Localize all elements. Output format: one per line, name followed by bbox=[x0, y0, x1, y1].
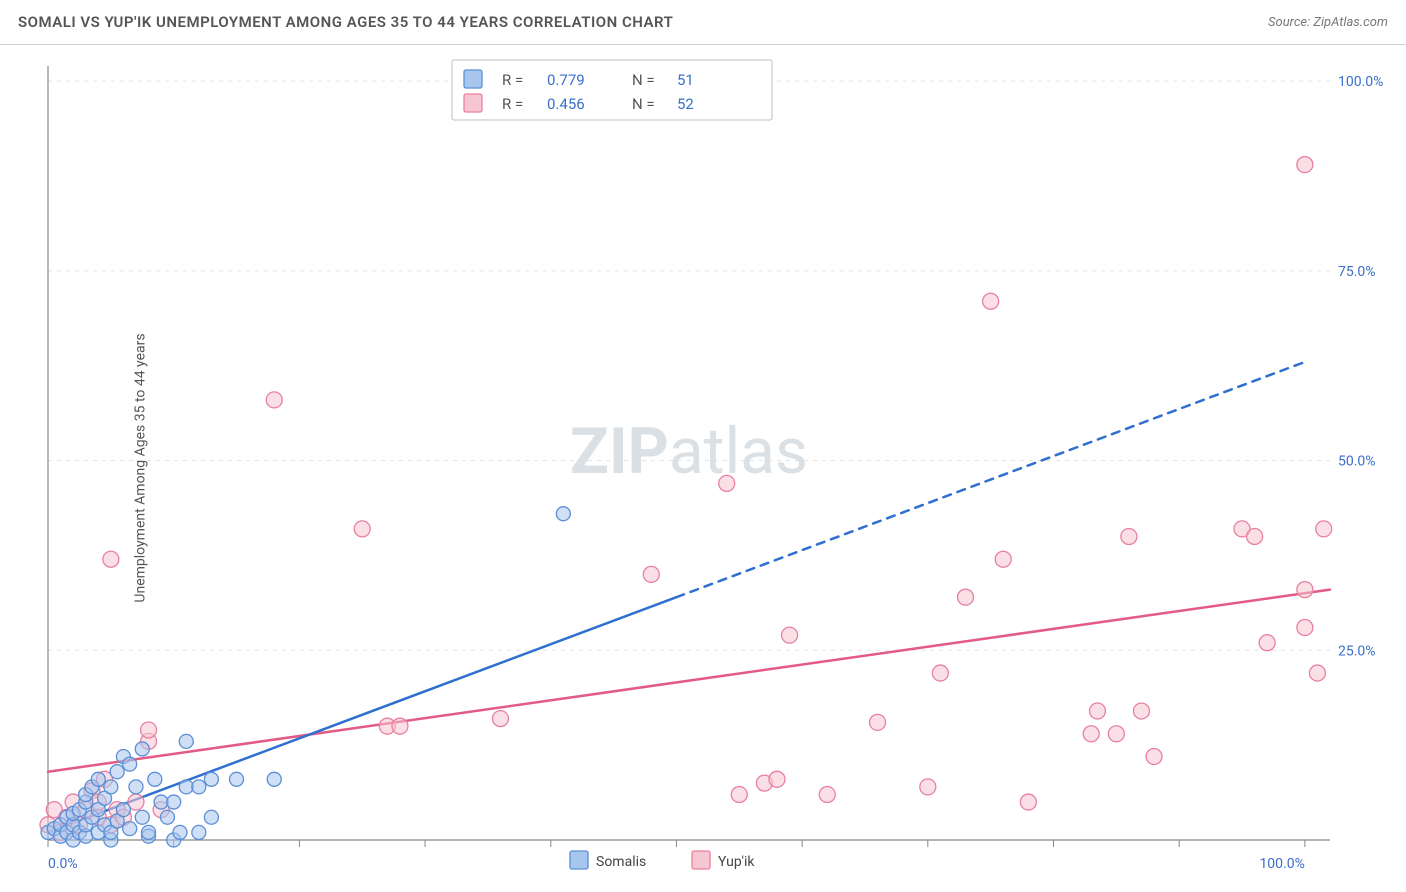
svg-text:N =: N = bbox=[632, 71, 655, 89]
svg-text:0.456: 0.456 bbox=[547, 95, 585, 113]
chart-header: SOMALI VS YUP'IK UNEMPLOYMENT AMONG AGES… bbox=[0, 0, 1406, 45]
svg-text:100.0%: 100.0% bbox=[1259, 856, 1304, 872]
svg-text:N =: N = bbox=[632, 95, 655, 113]
svg-text:R =: R = bbox=[502, 95, 523, 113]
svg-text:75.0%: 75.0% bbox=[1338, 264, 1376, 280]
chart-title: SOMALI VS YUP'IK UNEMPLOYMENT AMONG AGES… bbox=[18, 13, 673, 31]
chart-svg: 0.0% 100.0% 25.0% 50.0% 75.0% 100.0% ZIPatlas R… bbox=[0, 44, 1406, 892]
svg-text:51: 51 bbox=[677, 71, 694, 89]
svg-text:0.779: 0.779 bbox=[547, 71, 585, 89]
svg-text:0.0%: 0.0% bbox=[48, 856, 78, 872]
y-axis-label: Unemployment Among Ages 35 to 44 years bbox=[133, 333, 149, 602]
svg-text:R =: R = bbox=[502, 71, 523, 89]
svg-text:25.0%: 25.0% bbox=[1338, 643, 1376, 659]
svg-text:52: 52 bbox=[677, 95, 694, 113]
plot-container: Unemployment Among Ages 35 to 44 years 0… bbox=[0, 44, 1406, 892]
svg-text:Yup'ik: Yup'ik bbox=[718, 854, 755, 870]
svg-text:Somalis: Somalis bbox=[596, 854, 646, 870]
svg-text:50.0%: 50.0% bbox=[1338, 454, 1376, 470]
svg-text:ZIPatlas: ZIPatlas bbox=[570, 414, 808, 489]
svg-text:100.0%: 100.0% bbox=[1338, 74, 1383, 90]
chart-source: Source: ZipAtlas.com bbox=[1268, 15, 1388, 30]
